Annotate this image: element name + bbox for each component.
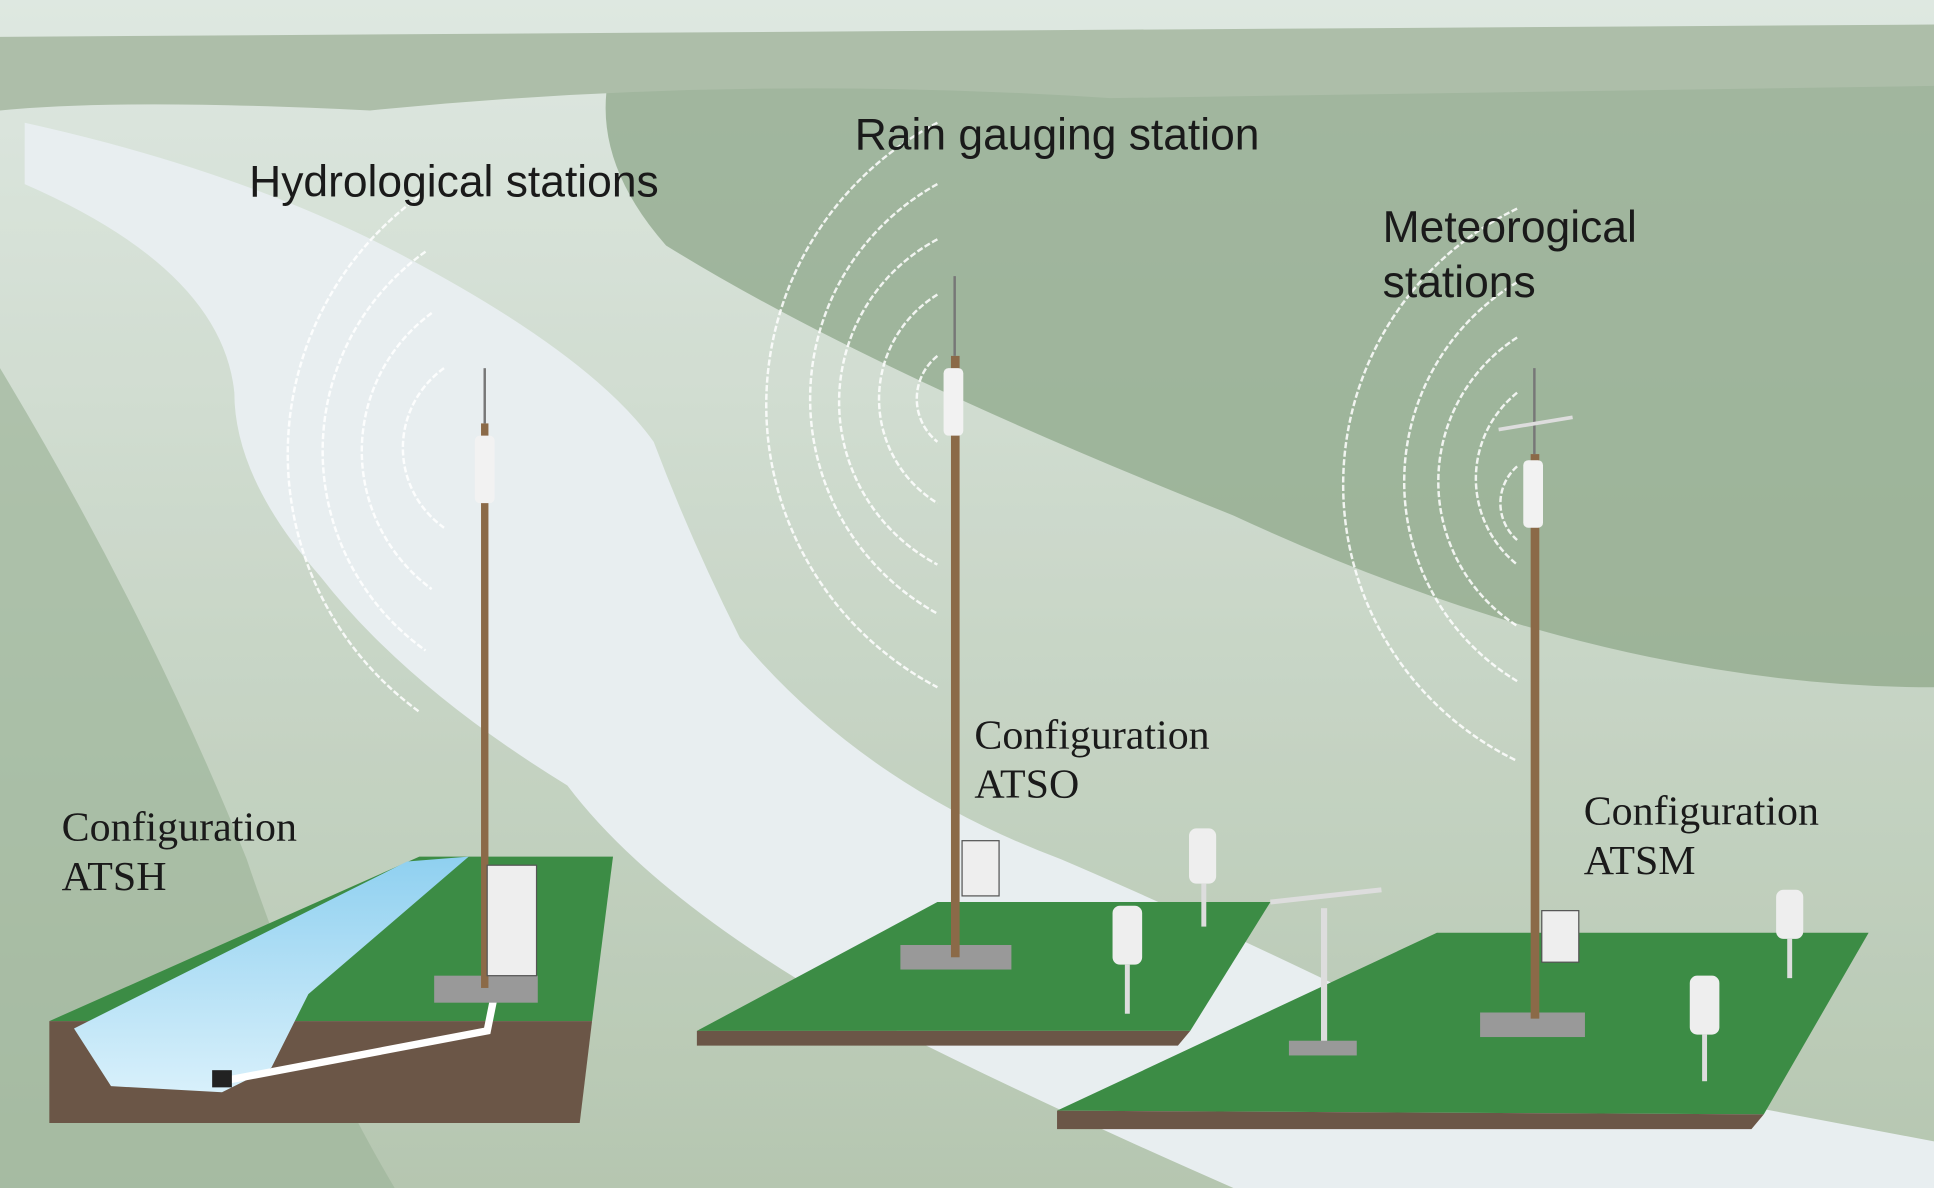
configuration-label: ATSH <box>62 854 167 900</box>
configuration-label: Configuration <box>1584 789 1819 835</box>
meteorological-station <box>1057 207 1869 1130</box>
configuration-label: Configuration <box>62 805 297 851</box>
station-name: Meteorogical <box>1383 203 1637 252</box>
station-name: Hydrological stations <box>249 157 659 206</box>
configuration-label: ATSM <box>1584 838 1696 884</box>
configuration-label: ATSO <box>974 762 1079 808</box>
hydrological-station <box>49 195 614 1123</box>
rain-gauging-station <box>696 121 1271 1046</box>
configuration-label: Configuration <box>974 713 1209 759</box>
station-name: Rain gauging station <box>855 111 1260 160</box>
station-name: stations <box>1383 258 1536 307</box>
